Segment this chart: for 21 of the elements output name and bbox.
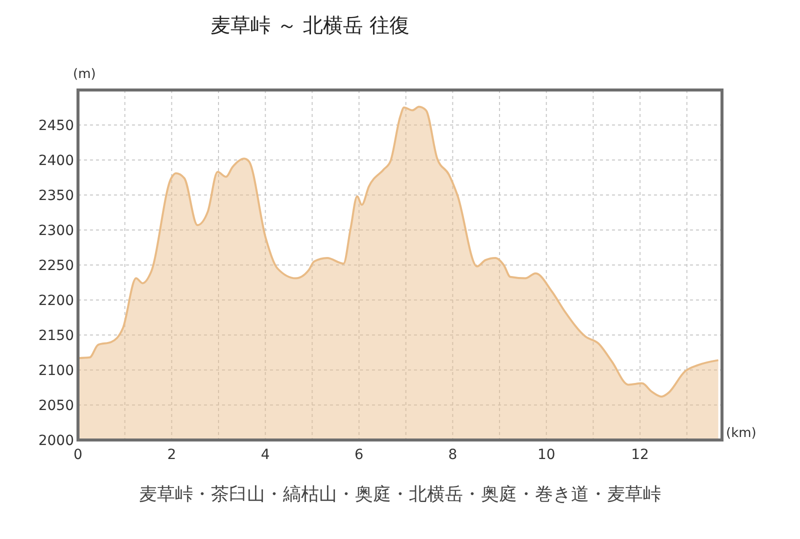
y-tick-label: 2000 [38, 433, 74, 449]
x-tick-label: 2 [167, 447, 176, 463]
x-tick-label: 8 [448, 447, 458, 463]
y-tick-label: 2100 [38, 363, 74, 379]
text: 麦草峠・茶臼山・縞枯山・奥庭・北横岳・奥庭・巻き道・麦草峠 [139, 484, 661, 505]
y-tick-label: 2400 [38, 153, 74, 169]
y-tick-label: 2450 [38, 118, 74, 134]
x-tick-label: 10 [537, 447, 556, 463]
x-axis-title: (km) [726, 426, 756, 441]
y-tick-label: 2300 [38, 223, 74, 239]
x-tick-label: 6 [354, 447, 364, 463]
x-tick-label: 4 [260, 447, 270, 463]
y-tick-label: 2200 [38, 293, 74, 309]
y-axis-title: (m) [73, 67, 96, 82]
x-tick-label: 0 [74, 447, 82, 463]
chart-title: 麦草峠 ～ 北横岳 往復 [210, 13, 410, 37]
y-tick-label: 2350 [38, 188, 74, 204]
y-tick-label: 2050 [38, 398, 74, 414]
x-tick-label: 12 [631, 447, 649, 463]
y-tick-label: 2250 [38, 258, 74, 274]
y-tick-label: 2150 [38, 328, 74, 344]
